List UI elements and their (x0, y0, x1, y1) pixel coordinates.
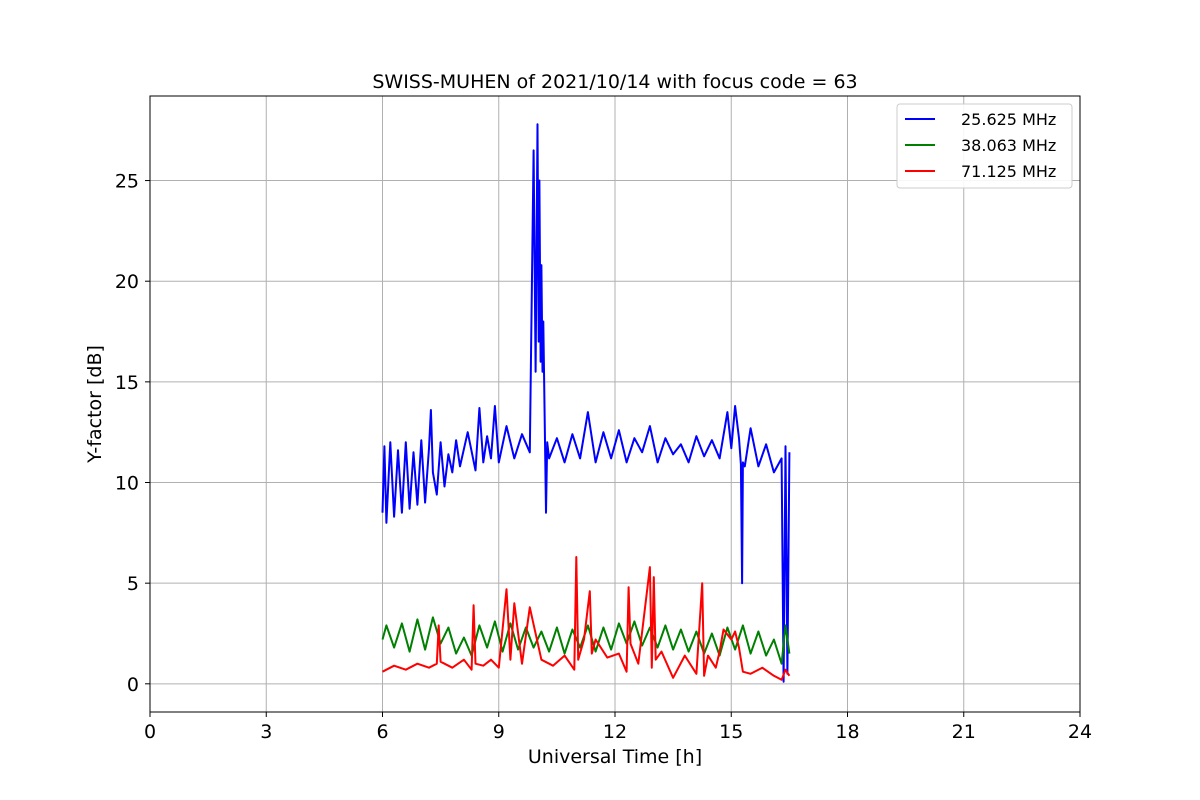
series-line-2 (381, 616, 791, 665)
x-tick-label: 18 (835, 721, 859, 743)
y-tick-label: 25 (115, 171, 139, 193)
series-line-3 (382, 556, 791, 681)
x-tick-label: 9 (493, 721, 505, 743)
x-axis: 0 3 6 9 12 15 18 21 24 (144, 712, 1092, 743)
y-tick-label: 10 (115, 473, 139, 495)
x-tick-label: 15 (719, 721, 743, 743)
series-layer (381, 123, 791, 683)
chart-title: SWISS-MUHEN of 2021/10/14 with focus cod… (372, 71, 857, 93)
grid (149, 96, 1081, 712)
x-tick-label: 6 (376, 721, 388, 743)
y-tick-label: 0 (127, 674, 139, 696)
series-line-1 (381, 123, 791, 683)
legend: 25.625 MHz 38.063 MHz 71.125 MHz (896, 103, 1073, 189)
y-axis: 0 5 10 15 20 25 (115, 171, 150, 696)
legend-label: 38.063 MHz (961, 136, 1056, 155)
x-tick-label: 12 (603, 721, 627, 743)
x-tick-label: 21 (952, 721, 976, 743)
legend-box (896, 103, 1073, 189)
y-axis-label: Y-factor [dB] (84, 345, 106, 464)
y-tick-label: 15 (115, 372, 139, 394)
x-axis-label: Universal Time [h] (528, 746, 702, 768)
y-tick-label: 20 (115, 271, 139, 293)
legend-label: 25.625 MHz (961, 110, 1056, 129)
y-tick-label: 5 (127, 573, 139, 595)
x-tick-label: 24 (1068, 721, 1092, 743)
x-tick-label: 3 (260, 721, 272, 743)
legend-label: 71.125 MHz (961, 162, 1056, 181)
x-tick-label: 0 (144, 721, 156, 743)
